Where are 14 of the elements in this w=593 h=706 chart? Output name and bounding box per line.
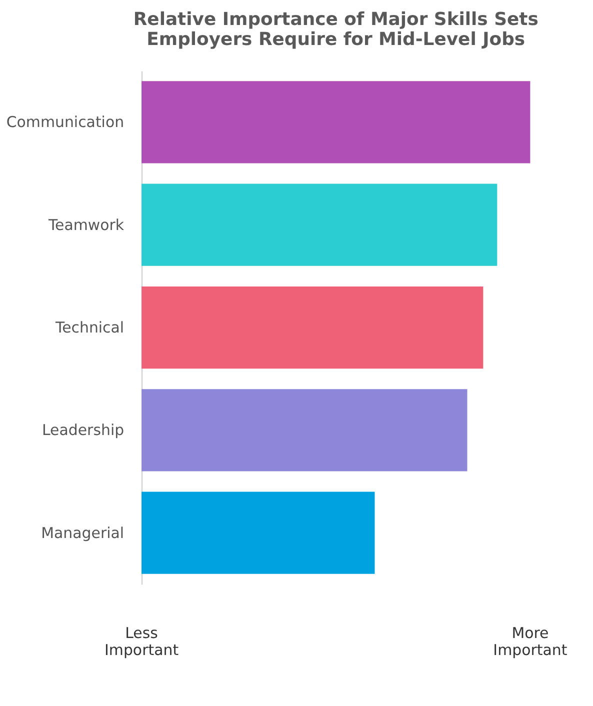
bar <box>142 184 498 266</box>
y-tick-label: Communication <box>6 113 124 132</box>
text: Less Important <box>104 624 179 659</box>
y-tick-label: Teamwork <box>47 216 124 234</box>
bar <box>142 81 530 164</box>
y-tick-label: Managerial <box>41 524 124 542</box>
bar <box>142 286 484 369</box>
text: Employers Require for Mid-Level Jobs <box>146 28 526 50</box>
bar <box>142 492 375 574</box>
text: More Important <box>493 624 568 659</box>
y-tick-label: Technical <box>54 318 124 337</box>
bar <box>142 389 468 472</box>
text: Relative Importance of Major Skills Sets <box>133 9 538 30</box>
y-tick-label: Leadership <box>42 421 124 440</box>
